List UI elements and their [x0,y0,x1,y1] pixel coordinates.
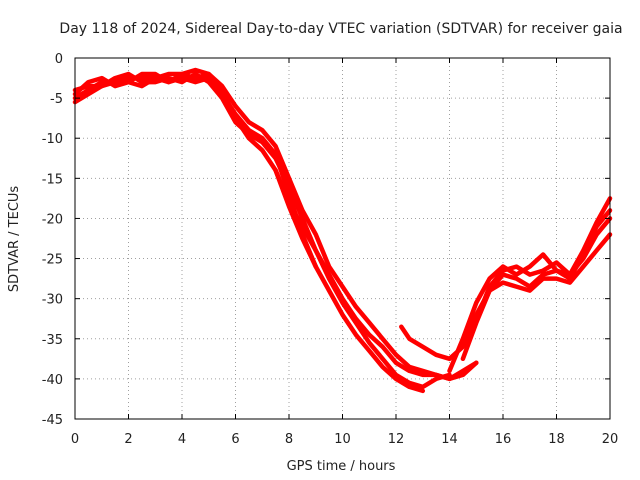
x-tick-label: 20 [602,432,619,447]
x-tick-label: 8 [285,432,293,447]
y-tick-label: -10 [42,132,63,147]
x-tick-label: 14 [441,432,458,447]
series-track-7 [447,196,613,374]
x-tick-label: 6 [231,432,239,447]
series-track-5 [273,168,319,269]
grid [75,58,610,419]
x-tick-label: 10 [334,432,351,447]
data-series [72,67,613,394]
series-track-3 [72,71,452,390]
axis-ticks: 0 2 4 6 8 10 12 14 16 18 20 0 -5 -10 -15 -20 -25 -30 -35 -4… [42,52,619,447]
y-axis-label: SDTVAR / TECUs [7,186,22,293]
x-axis-label: GPS time / hours [287,459,396,474]
x-tick-label: 4 [178,432,186,447]
y-tick-label: -45 [42,413,63,428]
y-tick-label: -5 [50,92,63,107]
y-tick-label: 0 [55,52,63,67]
y-tick-label: -30 [42,293,63,308]
y-tick-label: -25 [42,253,63,268]
series-track-2 [72,67,479,382]
series-track-9 [479,216,613,309]
x-tick-label: 12 [388,432,405,447]
x-tick-label: 2 [124,432,132,447]
y-tick-label: -35 [42,333,63,348]
x-tick-label: 18 [548,432,565,447]
x-tick-label: 0 [71,432,79,447]
y-tick-label: -40 [42,373,63,388]
y-tick-label: -20 [42,212,63,227]
chart-title: Day 118 of 2024, Sidereal Day-to-day VTE… [59,21,622,37]
y-tick-label: -15 [42,172,63,187]
series-track-1 [72,71,479,382]
series-track-4 [72,71,426,394]
x-tick-label: 16 [495,432,512,447]
